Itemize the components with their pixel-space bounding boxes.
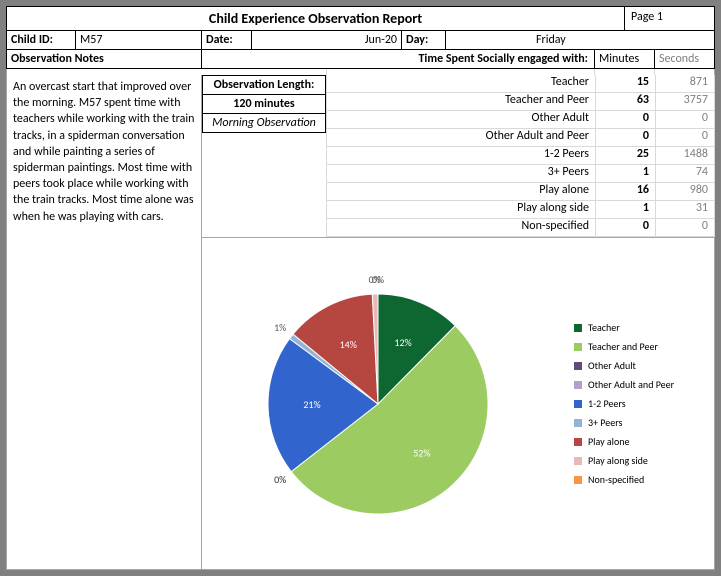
category-minutes: 1	[595, 165, 655, 183]
content-row: An overcast start that improved over the…	[6, 75, 715, 237]
meta-row: Child ID: M57 Date: Jun-20 Day: Friday	[6, 31, 715, 50]
table-row: 1-2 Peers251488	[326, 147, 715, 165]
legend-label: 3+ Peers	[588, 416, 622, 429]
legend-swatch	[574, 362, 582, 370]
pie-label: 1%	[274, 320, 286, 333]
table-row: Other Adult00	[326, 111, 715, 129]
category-seconds: 980	[655, 183, 715, 201]
notes-continuation	[6, 237, 202, 570]
child-id-value: M57	[76, 31, 202, 50]
header-row: Child Experience Observation Report Page…	[6, 6, 715, 31]
category-seconds: 0	[655, 111, 715, 129]
chart-legend: Teacher Teacher and Peer Other Adult Other …	[574, 238, 714, 569]
legend-item: Other Adult	[574, 359, 706, 372]
report-sheet: Child Experience Observation Report Page…	[6, 6, 715, 570]
category-minutes: 0	[595, 129, 655, 147]
day-value: Friday	[446, 31, 715, 50]
legend-swatch	[574, 381, 582, 389]
legend-item: Other Adult and Peer	[574, 378, 706, 391]
table-row: Teacher15871	[326, 75, 715, 93]
category-seconds: 0	[655, 129, 715, 147]
table-row: Play along side131	[326, 201, 715, 219]
seconds-header: Seconds	[655, 50, 715, 69]
legend-swatch	[574, 419, 582, 427]
category-label: 1-2 Peers	[326, 147, 595, 165]
pie-chart: 12%52%0%0%21%1%14%0%0%	[238, 254, 538, 554]
category-minutes: 16	[595, 183, 655, 201]
category-label: Teacher and Peer	[326, 93, 595, 111]
category-label: Play along side	[326, 201, 595, 219]
obs-length-value: 120 minutes	[202, 95, 326, 114]
table-row: Play alone16980	[326, 183, 715, 201]
category-minutes: 1	[595, 201, 655, 219]
observation-meta-box: Observation Length: 120 minutes Morning …	[202, 75, 326, 237]
category-minutes: 0	[595, 111, 655, 129]
category-seconds: 3757	[655, 93, 715, 111]
category-seconds: 1488	[655, 147, 715, 165]
pie-label: 52%	[413, 446, 430, 459]
legend-item: Non-specified	[574, 473, 706, 486]
table-row: Teacher and Peer633757	[326, 93, 715, 111]
child-id-label: Child ID:	[6, 31, 76, 50]
category-minutes: 15	[595, 75, 655, 93]
chart-area: 12%52%0%0%21%1%14%0%0% TeacherTeacher an…	[202, 237, 715, 570]
time-spent-label: Time Spent Socially engaged with:	[202, 50, 595, 69]
legend-item: 3+ Peers	[574, 416, 706, 429]
legend-swatch	[574, 476, 582, 484]
pie-label: 14%	[340, 338, 357, 351]
legend-label: Teacher and Peer	[588, 340, 658, 353]
pie-label: 0%	[372, 273, 384, 286]
category-label: Other Adult and Peer	[326, 129, 595, 147]
pie-label: 12%	[394, 335, 411, 348]
category-minutes: 25	[595, 147, 655, 165]
pie-label: 21%	[303, 397, 320, 410]
category-label: Teacher	[326, 75, 595, 93]
legend-label: Play alone	[588, 435, 629, 448]
category-minutes: 0	[595, 219, 655, 237]
legend-label: Other Adult	[588, 359, 636, 372]
report-title: Child Experience Observation Report	[6, 6, 625, 31]
minutes-header: Minutes	[595, 50, 655, 69]
time-table: Teacher15871Teacher and Peer633757Other …	[326, 75, 715, 237]
legend-item: Teacher	[574, 321, 706, 334]
category-label: 3+ Peers	[326, 165, 595, 183]
obs-session: Morning Observation	[202, 114, 326, 133]
obs-length-label: Observation Length:	[202, 75, 326, 95]
observation-notes: An overcast start that improved over the…	[6, 75, 202, 237]
legend-swatch	[574, 457, 582, 465]
category-seconds: 74	[655, 165, 715, 183]
pie-label: 0%	[274, 473, 286, 486]
legend-label: Other Adult and Peer	[588, 378, 674, 391]
obs-header-row: Observation Notes Time Spent Socially en…	[6, 50, 715, 69]
category-label: Other Adult	[326, 111, 595, 129]
category-minutes: 63	[595, 93, 655, 111]
table-row: Other Adult and Peer00	[326, 129, 715, 147]
table-row: Non-specified00	[326, 219, 715, 237]
category-seconds: 871	[655, 75, 715, 93]
category-seconds: 31	[655, 201, 715, 219]
legend-label: Play along side	[588, 454, 648, 467]
day-label: Day:	[402, 31, 446, 50]
date-value: Jun-20	[252, 31, 402, 50]
legend-swatch	[574, 400, 582, 408]
legend-swatch	[574, 324, 582, 332]
legend-item: Play alone	[574, 435, 706, 448]
category-label: Non-specified	[326, 219, 595, 237]
legend-label: Teacher	[588, 321, 620, 334]
category-label: Play alone	[326, 183, 595, 201]
legend-item: Teacher and Peer	[574, 340, 706, 353]
legend-label: Non-specified	[588, 473, 644, 486]
date-label: Date:	[202, 31, 252, 50]
legend-label: 1-2 Peers	[588, 397, 626, 410]
legend-item: 1-2 Peers	[574, 397, 706, 410]
legend-swatch	[574, 343, 582, 351]
legend-item: Play along side	[574, 454, 706, 467]
page-number: Page 1	[625, 6, 715, 31]
obs-notes-label: Observation Notes	[6, 50, 202, 69]
table-row: 3+ Peers174	[326, 165, 715, 183]
category-seconds: 0	[655, 219, 715, 237]
legend-swatch	[574, 438, 582, 446]
